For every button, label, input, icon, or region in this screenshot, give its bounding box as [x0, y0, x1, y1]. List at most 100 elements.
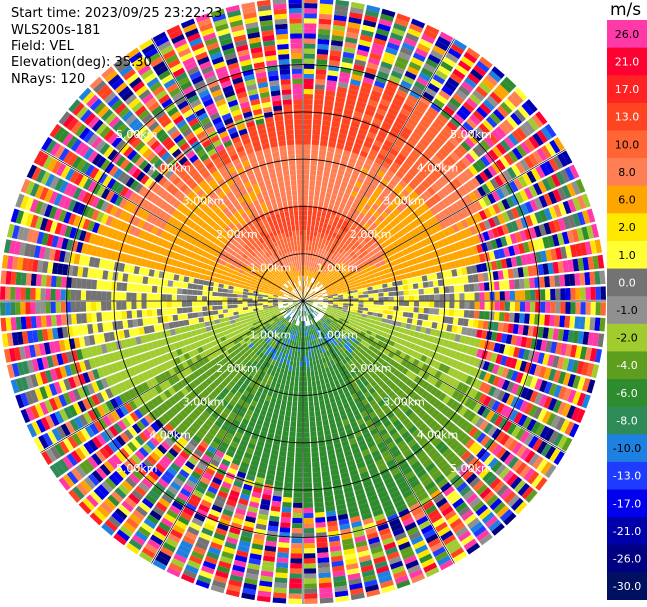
velocity-gate: [179, 326, 186, 334]
velocity-gate: [503, 246, 511, 258]
ray-60: [288, 306, 303, 604]
velocity-gate: [359, 319, 366, 325]
velocity-gate: [366, 62, 379, 71]
velocity-gate: [567, 214, 576, 229]
velocity-gate: [208, 546, 221, 556]
velocity-gate: [260, 457, 269, 464]
velocity-gate: [382, 199, 391, 207]
velocity-gate: [254, 312, 260, 317]
velocity-gate: [222, 340, 229, 347]
velocity-gate: [330, 167, 338, 175]
velocity-gate: [341, 358, 348, 365]
velocity-gate: [372, 432, 381, 441]
velocity-gate: [462, 275, 469, 284]
velocity-gate: [363, 324, 369, 330]
velocity-gate: [320, 324, 326, 330]
velocity-gate: [224, 376, 232, 384]
velocity-gate: [309, 179, 316, 186]
velocity-gate: [288, 390, 294, 397]
velocity-gate: [303, 220, 307, 226]
velocity-gate: [553, 369, 562, 383]
velocity-gate: [404, 158, 414, 168]
velocity-gate: [472, 444, 483, 456]
velocity-gate: [167, 533, 181, 544]
velocity-gate: [363, 414, 371, 423]
velocity-gate: [406, 335, 414, 343]
velocity-gate: [321, 181, 328, 188]
velocity-gate: [335, 331, 341, 337]
velocity-gate: [199, 440, 209, 449]
ray-49: [305, 305, 468, 563]
velocity-gate: [226, 324, 233, 330]
velocity-gate: [417, 183, 427, 193]
velocity-gate: [330, 248, 336, 255]
velocity-gate: [391, 27, 406, 37]
velocity-gate: [574, 273, 581, 286]
velocity-gate: [315, 333, 320, 339]
velocity-gate: [303, 391, 308, 397]
velocity-gate: [145, 379, 154, 389]
velocity-gate: [379, 148, 389, 157]
velocity-gate: [322, 267, 327, 273]
velocity-gate: [357, 96, 368, 104]
velocity-gate: [501, 379, 511, 391]
velocity-gate: [299, 366, 303, 372]
velocity-gate: [115, 435, 126, 447]
velocity-gate: [186, 526, 200, 536]
velocity-gate: [219, 485, 230, 494]
velocity-gate: [434, 370, 443, 379]
velocity-gate: [260, 393, 267, 400]
velocity-gate: [227, 531, 240, 540]
velocity-gate: [57, 458, 70, 473]
velocity-gate: [218, 463, 229, 472]
velocity-gate: [330, 550, 343, 558]
velocity-gate: [314, 501, 324, 508]
velocity-gate: [322, 475, 331, 482]
velocity-gate: [416, 256, 423, 264]
velocity-rays: [0, 0, 606, 604]
velocity-gate: [413, 511, 426, 522]
velocity-gate: [176, 381, 185, 390]
velocity-gate: [367, 153, 376, 162]
velocity-gate: [168, 419, 178, 430]
velocity-gate: [283, 389, 289, 396]
velocity-gate: [326, 264, 332, 270]
velocity-gate: [304, 573, 317, 579]
velocity-gate: [370, 504, 382, 513]
velocity-gate: [432, 423, 442, 433]
velocity-gate: [393, 301, 399, 306]
velocity-gate: [500, 258, 508, 269]
velocity-gate: [393, 216, 401, 225]
velocity-gate: [398, 290, 404, 296]
velocity-gate: [341, 352, 348, 359]
velocity-gate: [91, 453, 103, 466]
velocity-gate: [496, 225, 505, 237]
velocity-gate: [341, 287, 347, 291]
velocity-gate: [254, 423, 262, 431]
velocity-gate: [500, 236, 508, 247]
velocity-gate: [432, 315, 439, 322]
velocity-gate: [404, 98, 416, 109]
velocity-gate: [544, 428, 555, 442]
velocity-gate: [490, 331, 498, 342]
velocity-gate: [383, 292, 389, 297]
velocity-gate: [381, 499, 393, 509]
velocity-gate: [417, 100, 429, 110]
velocity-gate: [284, 307, 290, 311]
velocity-gate: [408, 238, 416, 246]
velocity-gate: [310, 164, 317, 171]
velocity-gate: [514, 301, 521, 312]
velocity-gate: [375, 344, 382, 351]
velocity-gate: [438, 147, 449, 158]
velocity-gate: [204, 419, 214, 428]
velocity-gate: [111, 410, 121, 422]
velocity-gate: [284, 481, 293, 488]
velocity-gate: [241, 530, 253, 538]
velocity-gate: [142, 443, 153, 454]
velocity-gate: [218, 560, 232, 569]
velocity-gate: [411, 85, 424, 95]
velocity-gate: [358, 128, 368, 136]
velocity-gate: [307, 310, 310, 315]
velocity-gate: [433, 361, 442, 370]
velocity-gate: [368, 536, 381, 545]
